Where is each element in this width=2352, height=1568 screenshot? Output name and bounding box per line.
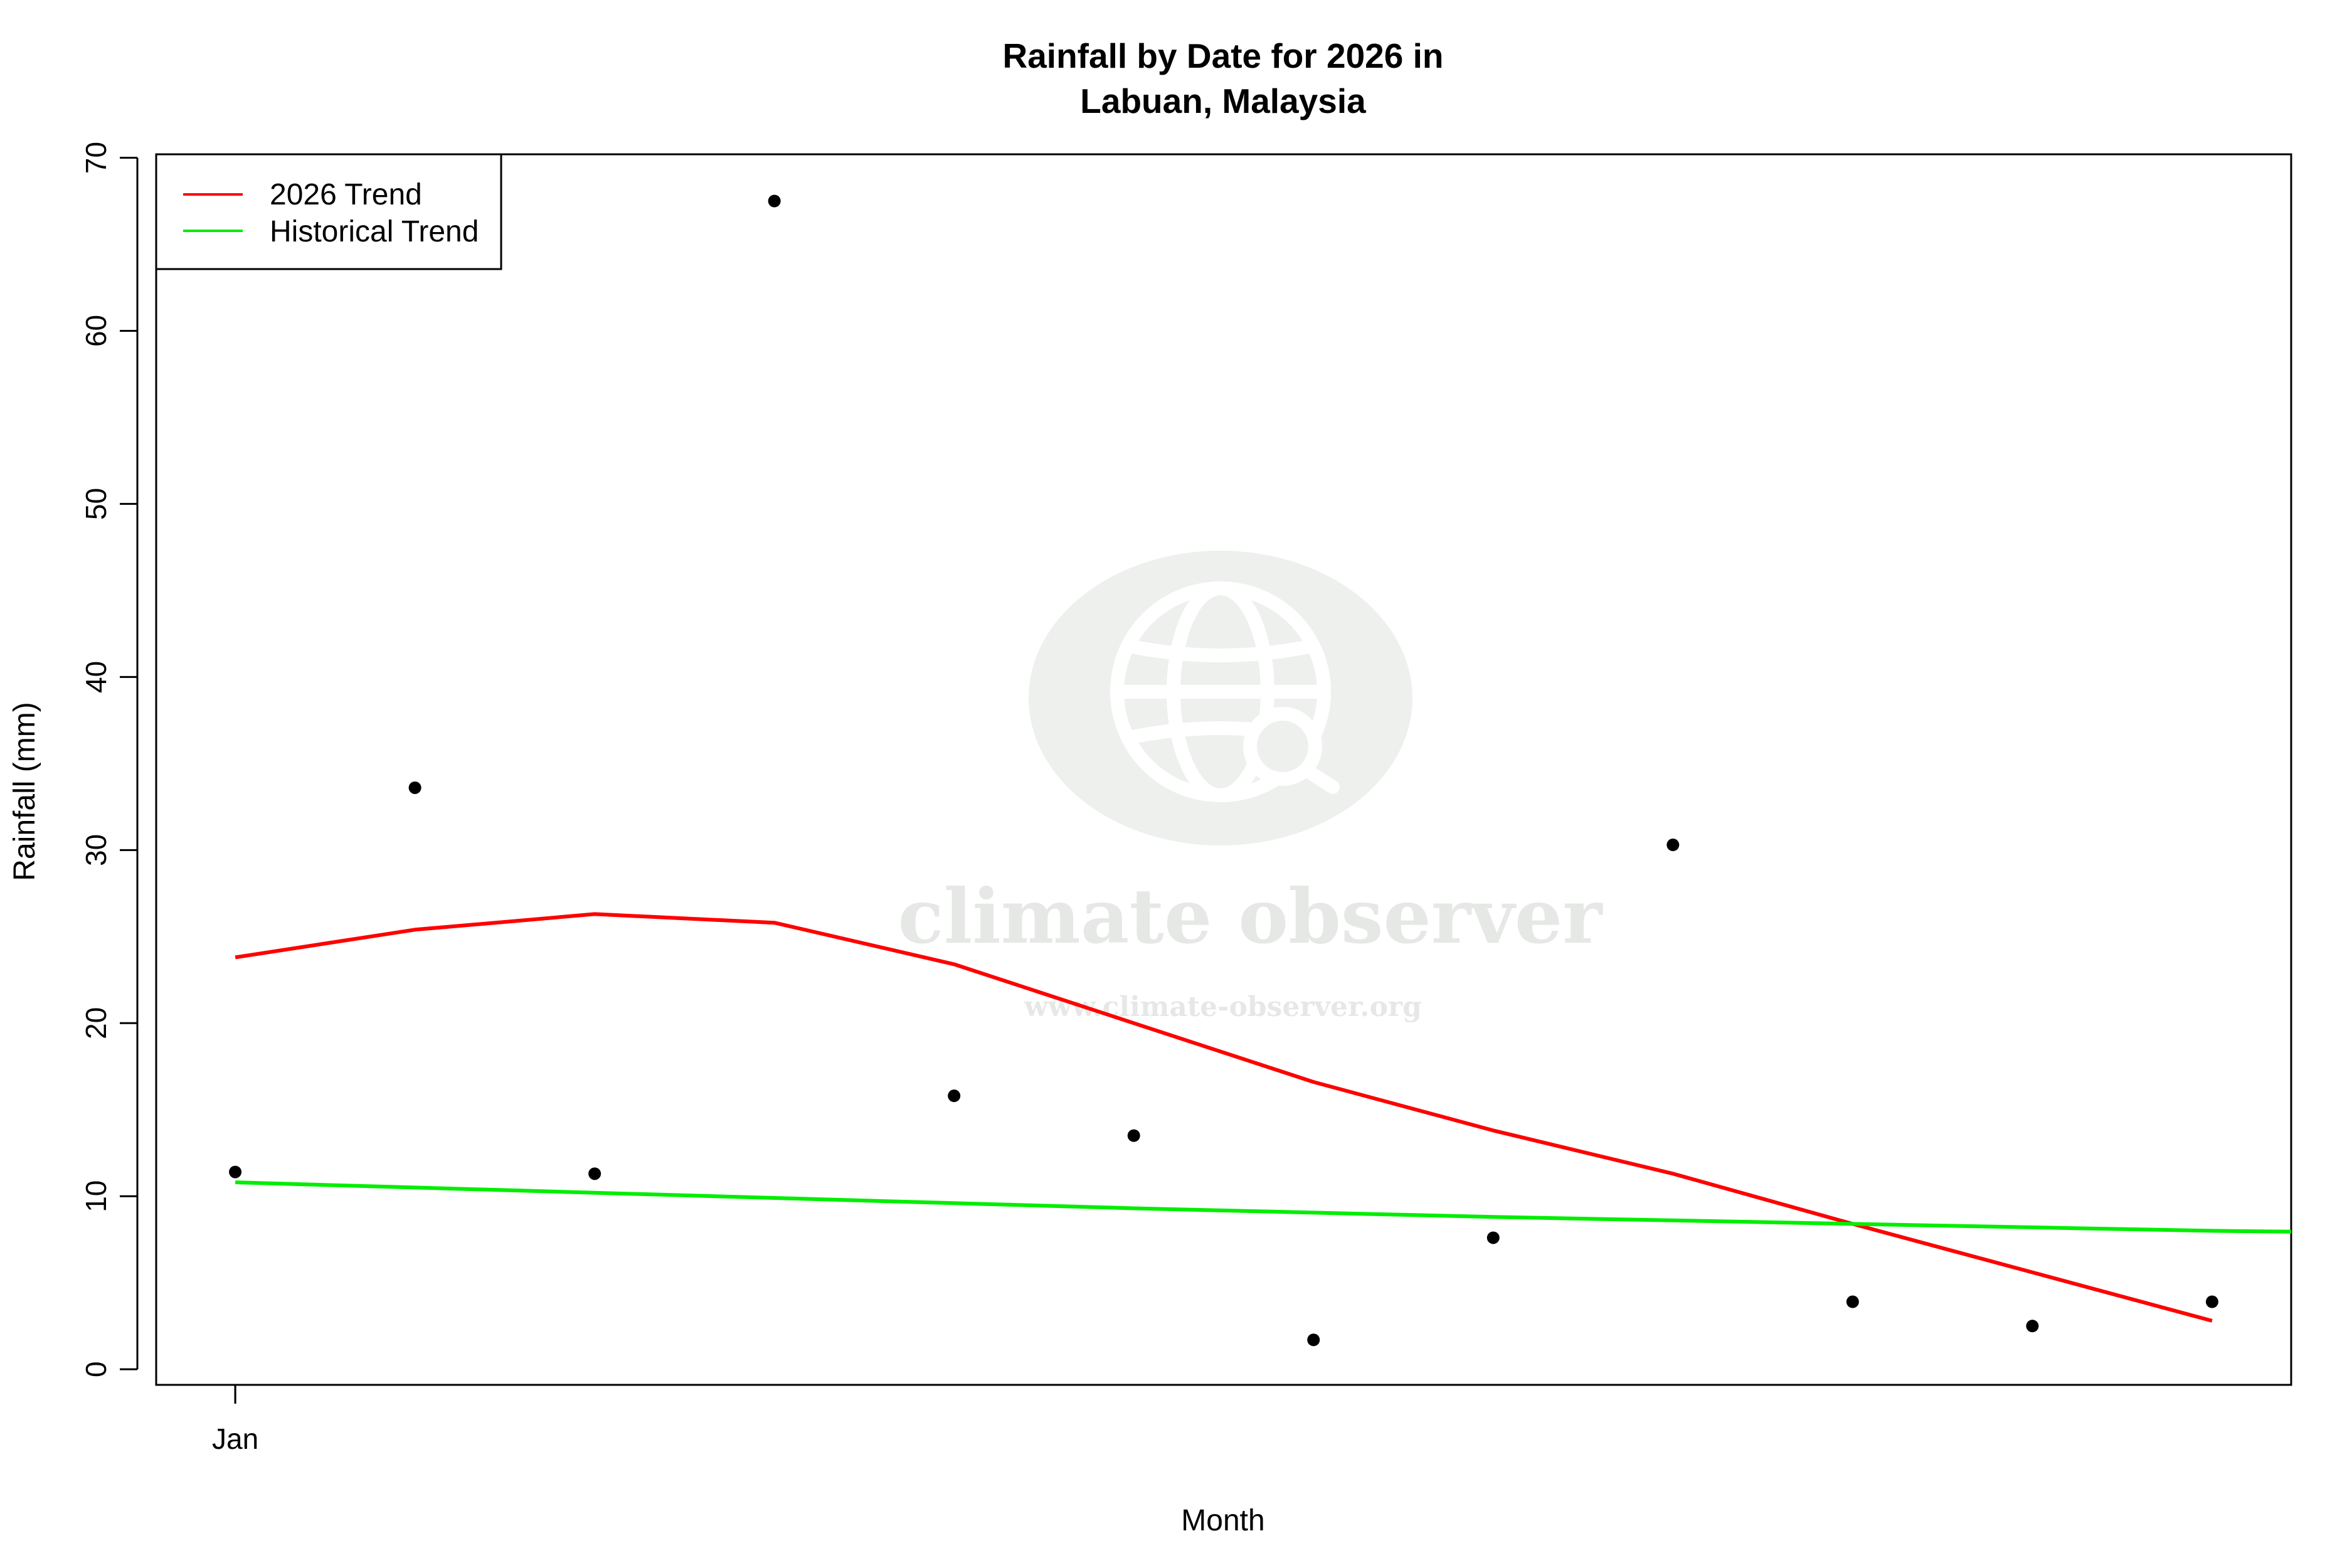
data-point [588, 1167, 601, 1180]
plot-area-border [155, 153, 2292, 1386]
data-point [1486, 1231, 1500, 1244]
data-point [1666, 839, 1680, 852]
data-point [1307, 1333, 1320, 1347]
y-axis-label: Rainfall (mm) [8, 702, 41, 881]
x-axis-label: Month [1181, 1504, 1264, 1537]
y-tick-label: 40 [80, 661, 112, 693]
y-tick-label: 20 [80, 1007, 112, 1039]
y-tick-label: 10 [80, 1180, 112, 1212]
legend-label-historical-trend: Historical Trend [270, 215, 479, 248]
trend-lines [235, 912, 2292, 1323]
legend-box [155, 153, 502, 270]
data-point [1127, 1129, 1140, 1142]
data-point [408, 781, 421, 794]
y-tick-label: 60 [80, 315, 112, 347]
y-tick-label: 0 [80, 1361, 112, 1377]
series-line-2026-trend [235, 912, 2213, 1323]
rainfall-points [229, 194, 2218, 1347]
watermark: climate observer www.climate-observer.or… [898, 551, 1604, 1023]
x-tick-label: Jan [212, 1422, 258, 1455]
data-point [948, 1089, 961, 1103]
y-tick-label: 30 [80, 834, 112, 866]
watermark-name: climate observer [898, 872, 1604, 961]
x-axis: Jan [212, 1385, 258, 1455]
data-point [229, 1165, 242, 1179]
y-tick-label: 70 [80, 142, 112, 174]
legend-label-2026-trend: 2026 Trend [270, 178, 422, 211]
series-line-historical-trend [235, 1180, 2292, 1234]
data-point [2205, 1295, 2218, 1308]
globe-search-icon [1110, 581, 1340, 802]
chart-title: Rainfall by Date for 2026 in [1003, 36, 1444, 75]
y-axis: 0 10 20 30 40 50 60 70 [80, 142, 139, 1377]
data-point [1846, 1295, 1859, 1308]
data-point [768, 194, 781, 208]
y-tick-label: 50 [80, 488, 112, 520]
legend: 2026 Trend Historical Trend [155, 153, 502, 270]
data-point [2026, 1320, 2039, 1333]
chart-subtitle: Labuan, Malaysia [1080, 82, 1366, 120]
